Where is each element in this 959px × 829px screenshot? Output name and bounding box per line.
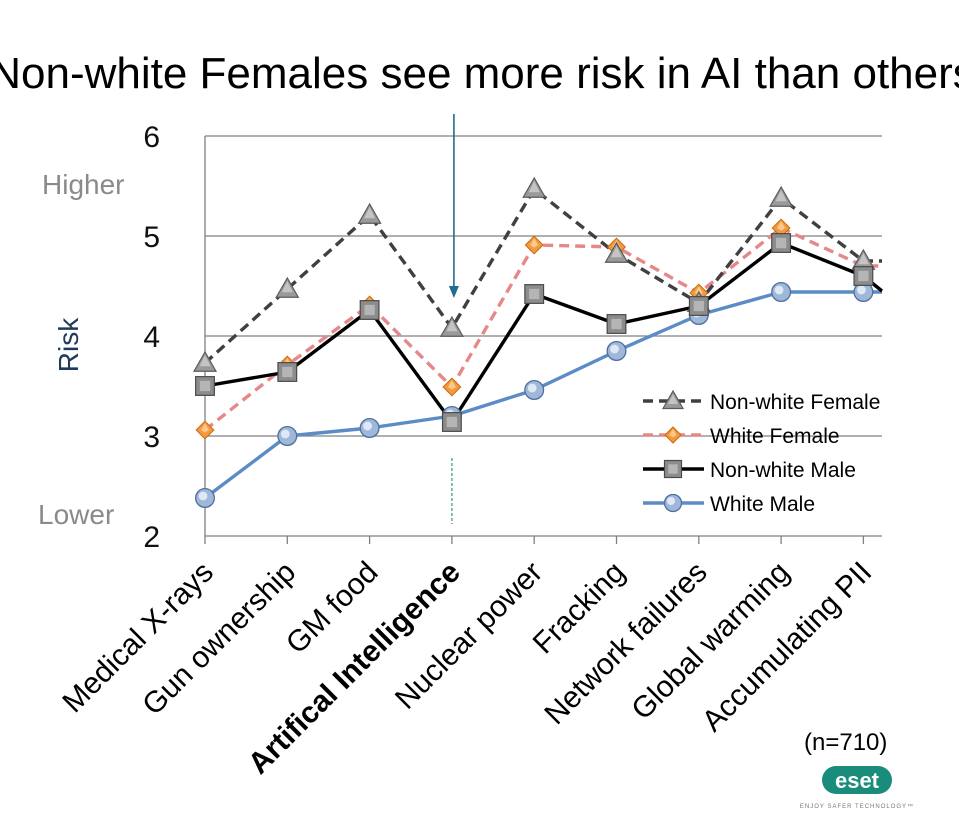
series-lines [192,176,884,508]
marker-diamond-highlight [669,429,677,438]
marker-circle-highlight [610,344,619,354]
data-point-non-white-female [522,176,547,198]
legend-item: White Female [643,425,840,448]
y-tick-label: 5 [143,221,160,254]
marker-circle-highlight [363,421,372,431]
data-point-white-male [771,281,792,302]
data-point-non-white-female [275,276,300,298]
marker-circle-highlight [527,383,537,393]
x-tick-label: Medical X-rays [56,556,220,720]
y-tick-label: 2 [143,521,160,554]
legend-label: White Male [710,493,815,516]
marker-triangle-highlight [446,320,458,332]
down-arrow-head [448,286,459,298]
marker-diamond-highlight [777,221,786,231]
y-tick-label: 6 [143,121,160,154]
data-point-white-female [442,377,462,397]
data-point-white-male [359,417,380,438]
legend-swatch-marker [661,389,685,410]
marker-square-highlight [611,318,622,330]
data-point-non-white-male [524,284,545,304]
marker-diamond-highlight [201,423,209,433]
data-point-non-white-male [606,314,627,334]
data-point-white-male [194,487,215,508]
marker-circle-highlight [280,429,290,439]
marker-square-highlight [775,237,787,249]
marker-square-highlight [858,270,869,282]
marker-circle-highlight [198,491,208,501]
data-point-white-male [524,379,545,400]
data-point-non-white-male [195,376,215,396]
eset-logo-text: eset [835,768,880,793]
legend-item: White Male [643,493,815,516]
series-line-non-white-female [203,187,882,365]
marker-square-highlight [668,464,678,474]
marker-square-highlight [199,380,211,392]
legend-label: Non-white Male [710,459,856,482]
data-point-non-white-female [769,185,794,207]
marker-triangle-highlight [364,207,376,219]
legend-item: Non-white Male [643,459,856,482]
marker-triangle-highlight [281,281,293,293]
series-line-non-white-male [204,241,884,424]
eset-logo-tagline: ENJOY SAFER TECHNOLOGY™ [800,803,914,810]
x-tick-label: Nuclear power [389,556,549,716]
marker-circle-highlight [774,285,784,295]
eset-logo: eset ENJOY SAFER TECHNOLOGY™ [800,766,914,810]
ai-highlight [448,114,459,524]
data-point-non-white-male [441,412,462,432]
marker-square-highlight [693,300,704,312]
series-line-white-male [203,290,882,500]
data-point-white-female [195,420,215,440]
data-point-non-white-male [277,362,298,382]
data-point-non-white-female [439,315,464,337]
marker-triangle-highlight [199,355,211,367]
marker-square-highlight [529,288,540,300]
grid [204,135,882,544]
eset-logo-badge [822,766,892,794]
legend-item: Non-white Female [643,389,880,414]
legend-swatch-marker [664,426,682,444]
marker-triangle-highlight [611,246,622,258]
marker-circle-highlight [857,285,866,295]
chart-title: Non-white Females see more risk in AI th… [0,49,959,98]
marker-circle-highlight [667,497,675,505]
marker-diamond-highlight [447,380,456,390]
legend-swatch-marker [663,493,683,513]
series-line-white-female [203,226,882,432]
marker-square-highlight [364,304,375,316]
marker-triangle-highlight [668,394,678,404]
marker-triangle-highlight [775,190,787,202]
data-point-white-male [853,281,874,302]
legend-swatch-marker [663,459,683,479]
data-point-white-male [606,340,627,361]
legend-label: White Female [710,425,840,448]
x-tick-label: Gun ownership [136,556,302,722]
data-point-non-white-male [688,296,709,316]
data-point-non-white-male [359,300,380,320]
y-axis-ticks: 2 3 4 5 6 [143,121,160,554]
data-point-non-white-male [771,233,792,253]
higher-label: Higher [42,169,124,200]
data-point-non-white-male [853,266,874,286]
marker-square-highlight [446,416,458,428]
data-point-non-white-female [357,202,382,224]
marker-square-highlight [282,366,293,378]
lower-label: Lower [38,499,114,530]
marker-diamond-highlight [530,238,539,248]
sample-size-note: (n=710) [804,729,887,756]
data-point-white-male [277,425,298,446]
marker-triangle-highlight [857,253,869,265]
y-axis-label: Risk [53,317,84,372]
y-tick-label: 3 [143,421,160,454]
data-point-non-white-female [192,350,218,372]
data-point-white-female [524,235,544,255]
data-point-non-white-female [604,241,629,263]
marker-triangle-highlight [528,181,540,193]
legend-label: Non-white Female [710,391,880,414]
y-tick-label: 4 [143,321,160,354]
legend: Non-white Female White Female Non-white Ma… [643,389,880,516]
